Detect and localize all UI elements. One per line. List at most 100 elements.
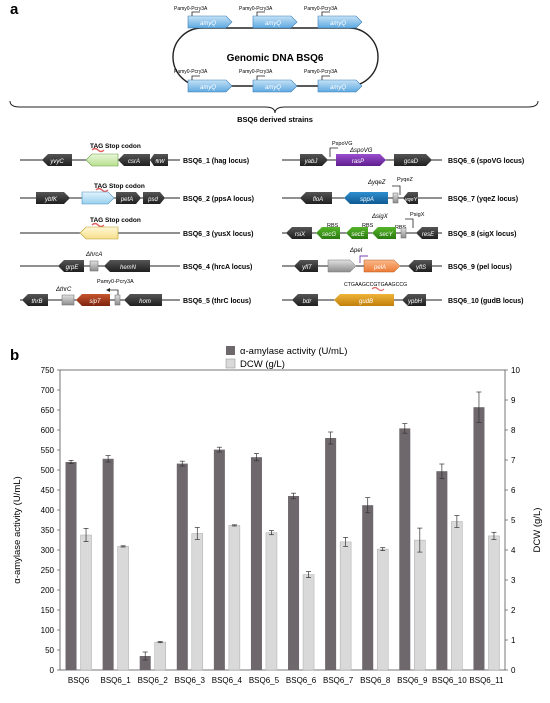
genome-top-genes: amyQ Pamy0-Pcry3A amyQ Pamy0-Pcry3A amyQ Pamy… (174, 6, 363, 29)
gene-hag (85, 153, 119, 167)
svg-text:ΔhrcA: ΔhrcA (85, 252, 102, 258)
svg-text:gcaD: gcaD (404, 159, 419, 165)
locus-bsq6-4: ΔhrcA grpE hemN BSQ6_4 (hrcA locus) (20, 252, 252, 272)
svg-text:fliW: fliW (155, 159, 165, 165)
gene-sppA (344, 192, 388, 204)
gene-yvyC (42, 154, 72, 166)
bar-chart: 0501001502002503003504004505005506006507… (41, 366, 521, 685)
y-tick-label: 0 (50, 666, 55, 675)
amyQ-bottom-1 (187, 79, 233, 93)
svg-text:thrB: thrB (31, 299, 42, 305)
panel-a-letter: a (10, 1, 19, 18)
gene-yusX (79, 226, 119, 240)
promoter-arrow-icon (321, 75, 330, 80)
bar-amylase (436, 471, 448, 670)
svg-text:yflS: yflS (415, 265, 426, 271)
derived-brace (9, 100, 539, 114)
promoter-arrow-icon (392, 185, 401, 195)
y2-tick-label: 8 (511, 426, 516, 435)
amyQ-bottom-3 (317, 79, 363, 93)
tag-stop-label: TAG Stop codon (90, 143, 141, 150)
gene-floA (300, 192, 332, 204)
svg-text:yabJ: yabJ (304, 159, 319, 165)
bar-amylase (362, 505, 374, 670)
y-tick-label: 50 (45, 646, 54, 655)
gene-bdr (292, 294, 318, 306)
svg-text:ypbH: ypbH (407, 299, 423, 305)
gene-pelA (363, 259, 401, 273)
gene-gcaD (394, 154, 432, 166)
y-tick-label: 150 (41, 606, 55, 615)
mutation-mark-icon (91, 147, 105, 153)
y-tick-label: 100 (41, 626, 55, 635)
x-tick-label: BSQ6_4 (212, 676, 243, 685)
y-tick-label: 650 (41, 406, 55, 415)
x-tick-label: BSQ6_6 (286, 676, 317, 685)
y2-tick-label: 10 (511, 366, 520, 375)
gene-yqeY (403, 192, 418, 204)
amyQ-top-2 (252, 15, 298, 29)
y2-tick-label: 2 (511, 606, 516, 615)
x-tick-label: BSQ6_8 (360, 676, 391, 685)
legend-swatch-amylase (226, 346, 235, 355)
gene-csrA (118, 154, 150, 166)
deletion-scar-pel (327, 259, 357, 273)
y2-tick-label: 9 (511, 396, 516, 405)
svg-text:petA: petA (120, 197, 133, 203)
y-tick-label: 250 (41, 566, 55, 575)
y2-tick-label: 6 (511, 486, 516, 495)
y2-tick-label: 5 (511, 516, 516, 525)
bar-dcw (265, 532, 278, 671)
svg-text:PspoVG: PspoVG (332, 141, 352, 147)
y-tick-label: 750 (41, 366, 55, 375)
svg-text:BSQ6_6 (spoVG locus): BSQ6_6 (spoVG locus) (448, 158, 524, 165)
gene-psd (143, 192, 165, 204)
bar-dcw (376, 548, 389, 671)
y-tick-label: 400 (41, 506, 55, 515)
promoter-label: Pamy0-Pcry3A (304, 69, 338, 75)
bar-dcw (451, 521, 463, 671)
promoter-arrow-icon (256, 11, 265, 16)
genome-title: Genomic DNA BSQ6 (227, 53, 324, 64)
gene-label-amyQ: amyQ (200, 85, 216, 91)
svg-text:hom: hom (139, 299, 151, 305)
locus-bsq6-3: TAG Stop codon BSQ6_3 (yusX locus) (20, 217, 253, 240)
svg-text:resE: resE (422, 232, 435, 238)
gene-petA (116, 192, 141, 204)
svg-text:BSQ6_7 (yqeZ locus): BSQ6_7 (yqeZ locus) (448, 196, 518, 203)
svg-text:Pamy0-Pcry3A: Pamy0-Pcry3A (97, 279, 134, 285)
gene-label-amyQ: amyQ (330, 21, 346, 27)
locus-bsq6-1: TAG Stop codon yvyC csrA fliW BSQ6_1 (ha… (20, 143, 249, 167)
svg-text:PsigX: PsigX (410, 212, 425, 218)
bar-dcw (339, 541, 352, 671)
promoter-label: Pamy0-Pcry3A (239, 69, 273, 75)
promoter-label: Pamy0-Pcry3A (304, 6, 338, 12)
svg-text:pelA: pelA (373, 265, 386, 271)
bar-dcw (117, 546, 129, 671)
svg-text:TAG Stop codon: TAG Stop codon (90, 217, 141, 224)
gene-label-amyQ: amyQ (265, 21, 281, 27)
svg-text:TAG Stop codon: TAG Stop codon (94, 183, 145, 190)
locus-bsq6-7: ΔyqeZ PyqeZ floA sppA yqeY BSQ6_7 (yqeZ … (282, 177, 518, 204)
svg-text:secE: secE (351, 232, 365, 238)
x-tick-label: BSQ6_1 (101, 676, 132, 685)
gene-gudB (334, 294, 394, 306)
y2-tick-label: 0 (511, 666, 516, 675)
gene-secY (372, 227, 396, 239)
y2-tick-label: 4 (511, 546, 516, 555)
promoter-arrow-icon (321, 11, 330, 16)
gene-secG (316, 227, 340, 239)
svg-text:gudB: gudB (359, 299, 373, 305)
gene-ybfK (36, 192, 70, 204)
svg-text:Δpel: Δpel (349, 248, 363, 254)
svg-text:ΔsigX: ΔsigX (371, 214, 389, 220)
y-tick-label: 700 (41, 386, 55, 395)
promoter-label: Pamy0-Pcry3A (174, 69, 208, 75)
bar-dcw (80, 534, 92, 671)
bar-dcw (414, 539, 426, 671)
bar-dcw (488, 535, 500, 671)
svg-text:psd: psd (147, 197, 158, 203)
deletion-scar-hrcA (89, 260, 99, 272)
bar-dcw (228, 525, 241, 671)
svg-text:BSQ6_8 (sigX locus): BSQ6_8 (sigX locus) (448, 231, 516, 238)
